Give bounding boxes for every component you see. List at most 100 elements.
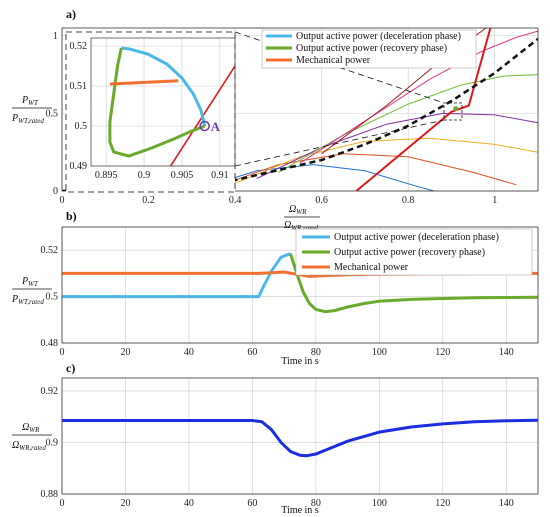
power-curve <box>256 112 538 180</box>
panel-a-frame <box>61 27 539 192</box>
ylabel-b-den: P <box>11 294 18 305</box>
panel-a-xtick-label: 1 <box>492 195 497 206</box>
panel-a-xtick-label: 0.6 <box>315 195 328 206</box>
ylabel-b-main: P <box>21 276 28 287</box>
inset: 0.895 0.9 0.905 0.91 0.49 0.5 0.51 0.52 A <box>65 31 236 193</box>
legend-a-recovery: Output active power (recovery phase) <box>296 43 447 54</box>
svg-text:ΩWR: ΩWR <box>289 204 307 216</box>
panel-b-ytick-label: 0.48 <box>41 338 59 349</box>
power-curve <box>191 164 435 191</box>
panel-c-xtick-label: 100 <box>372 498 387 509</box>
panel-c-xtick-label: 20 <box>120 498 130 509</box>
panel-label-c: c) <box>66 361 75 375</box>
legend-b-recovery: Output active power (recovery phase) <box>334 247 485 258</box>
panel-a: a) 0 0.2 0.4 0.6 0.8 100.51 PWT PWT,rated ΩWR… <box>11 7 539 232</box>
xlabel-a-main: Ω <box>289 204 296 215</box>
zoom-box <box>443 102 463 121</box>
legend-a: Output active power (deceleration phase)… <box>261 29 477 69</box>
operating-point <box>453 106 459 112</box>
control-line <box>355 28 492 191</box>
inset-border <box>65 31 236 193</box>
ylabel-c-main-sub: WR <box>29 426 40 434</box>
panel-b-ytick-label: 0.5 <box>46 292 59 303</box>
inset-ytick-label: 0.52 <box>70 41 88 52</box>
xlabel-a-den-sub: WR,rated <box>291 224 318 232</box>
panel-c-xtick-label: 40 <box>184 498 194 509</box>
panel-c-ytick-label: 0.88 <box>41 489 59 500</box>
ylabel-c-main: Ω <box>22 422 29 433</box>
legend-a-decel: Output active power (deceleration phase) <box>296 31 461 42</box>
inset-ytick-label: 0.51 <box>70 81 88 92</box>
point-a-marker <box>199 120 210 132</box>
panel-a-xtick-label: 0 <box>60 195 65 206</box>
panel-b-xtick-label: 100 <box>372 347 387 358</box>
panel-b-xtick-label: 60 <box>247 347 257 358</box>
power-curve <box>234 137 538 184</box>
panel-c-xtick-label: 140 <box>499 498 514 509</box>
panel-b-xtick-label: 40 <box>184 347 194 358</box>
inset-xtick-label: 0.905 <box>171 170 194 181</box>
ylabel-a-den: P <box>11 113 18 124</box>
zoom-connector-bottom <box>234 119 445 167</box>
panel-c-xtick-label: 120 <box>435 498 450 509</box>
panel-a-xtick-label: 0.8 <box>402 195 415 206</box>
panel-b-series <box>62 252 291 299</box>
inset-ytick-label: 0.5 <box>75 121 88 132</box>
ylabel-c-den-sub: WR,rated <box>19 444 46 452</box>
panel-label-b: b) <box>66 209 77 223</box>
legend-b: Output active power (deceleration phase)… <box>295 228 533 276</box>
ylabel-b-main-sub: WT <box>28 280 39 288</box>
inset-xtick-label: 0.91 <box>211 170 229 181</box>
panel-c-series <box>62 418 538 458</box>
panel-a-ytick-label: 0 <box>53 186 58 197</box>
ylabel-a-main: P <box>21 95 28 106</box>
panel-c-ytick-label: 0.9 <box>46 437 59 448</box>
panel-b-xtick-label: 120 <box>435 347 450 358</box>
ylabel-c-den: Ω <box>12 440 19 451</box>
xlabel-b: Time in s <box>281 356 319 367</box>
panel-c-ytick-label: 0.92 <box>41 386 59 397</box>
xlabel-a-den: Ω <box>284 220 291 231</box>
panel-b-xtick-label: 80 <box>311 347 321 358</box>
power-curve <box>213 153 517 189</box>
panel-c-ticks: 0 20 40 60 80 100 120 140 0.88 0.9 0.92 <box>41 386 514 509</box>
inset-ytick-label: 0.49 <box>70 161 88 172</box>
panel-a-ytick-label: 0.5 <box>46 108 59 119</box>
panel-c-frame <box>61 377 539 495</box>
panel-a-ytick-label: 1 <box>53 31 58 42</box>
svg-text:PWT,rated: PWT,rated <box>11 113 44 125</box>
inset-frame <box>90 37 236 167</box>
inset-curves <box>108 46 235 166</box>
legend-b-mech: Mechanical power <box>334 262 409 273</box>
svg-text:PWT: PWT <box>21 95 39 107</box>
ylabel-a-main-sub: WT <box>28 99 39 107</box>
panel-b-ytick-label: 0.52 <box>41 245 59 256</box>
inset-xtick-label: 0.895 <box>95 170 118 181</box>
inset-xtick-label: 0.9 <box>138 170 151 181</box>
svg-text:PWT: PWT <box>21 276 39 288</box>
inset-ticks: 0.895 0.9 0.905 0.91 0.49 0.5 0.51 0.52 A <box>70 41 229 181</box>
panel-c-xtick-label: 80 <box>311 498 321 509</box>
panel-b-ylabel: PWT PWT,rated <box>11 276 52 306</box>
ylabel-b-den-sub: WT,rated <box>18 298 44 306</box>
panel-b-series <box>289 253 538 314</box>
svg-text:ΩWR,rated: ΩWR,rated <box>284 220 318 232</box>
panel-a-xtick-label: 0.2 <box>142 195 155 206</box>
svg-text:ΩWR: ΩWR <box>22 422 40 434</box>
legend-b-decel: Output active power (deceleration phase) <box>334 232 499 243</box>
inset-decel-curve <box>121 46 207 127</box>
panel-a-xlabel: ΩWR ΩWR,rated <box>284 204 320 232</box>
panel-b-xtick-label: 0 <box>60 347 65 358</box>
svg-text:ΩWR,rated: ΩWR,rated <box>12 440 46 452</box>
panel-b-xtick-label: 140 <box>499 347 514 358</box>
panel-label-a: a) <box>66 7 76 21</box>
ylabel-a-den-sub: WT,rated <box>18 117 44 125</box>
panel-c-grid <box>61 378 538 495</box>
panel-b-xtick-label: 20 <box>120 347 130 358</box>
legend-a-mech: Mechanical power <box>296 55 371 66</box>
panel-b-ticks: 0 20 40 60 80 100 120 140 0.48 0.5 0.52 <box>41 245 514 358</box>
panel-c-xtick-label: 60 <box>247 498 257 509</box>
